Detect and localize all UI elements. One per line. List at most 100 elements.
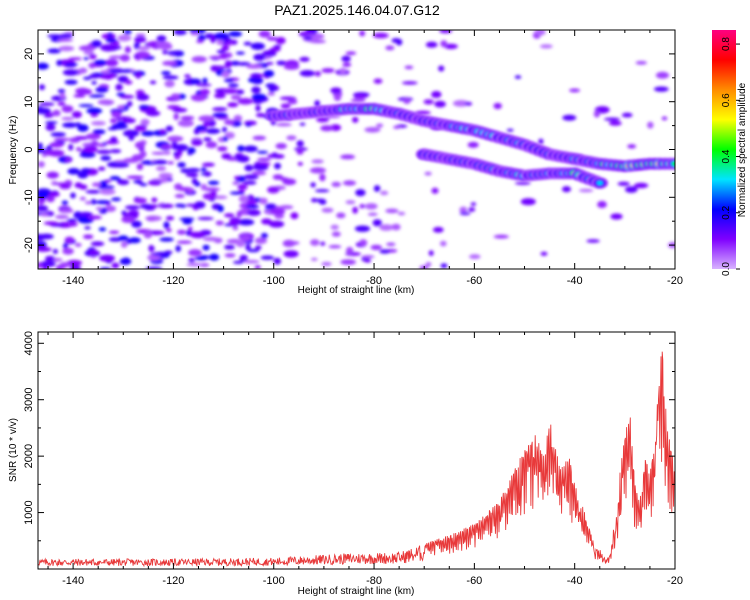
y-tick-label: -10	[23, 189, 35, 205]
spectrogram-cell	[126, 175, 144, 179]
spectrogram-cell	[372, 32, 389, 39]
spectrogram-cell	[314, 100, 321, 107]
colorbar-tick-label: 0.6	[721, 93, 732, 107]
spectrogram-cell	[267, 92, 276, 96]
spectrogram-cell	[202, 236, 220, 242]
spectrogram-cell	[604, 117, 620, 121]
spectrogram-cell	[294, 147, 308, 151]
spectrogram-cell	[330, 224, 339, 230]
spectrogram-cell	[185, 203, 197, 207]
spectrogram-cell	[254, 265, 261, 269]
spectrogram-cell	[145, 110, 161, 117]
spectrogram-cell	[320, 241, 326, 246]
spectrogram-cell	[255, 113, 266, 118]
spectrogram-cell	[68, 57, 82, 61]
y-tick-label: 0	[23, 146, 35, 152]
spectrogram-cell	[233, 114, 243, 122]
spectrogram-cell	[134, 125, 147, 132]
spectrogram-cell	[428, 250, 434, 256]
spectrogram-cell	[78, 211, 93, 217]
spectrogram-cell	[593, 110, 601, 118]
spectrogram-cell	[67, 168, 80, 175]
spectrogram-cell	[263, 70, 275, 78]
spectrogram-cell	[328, 245, 342, 249]
spectrogram-cell	[470, 202, 477, 206]
spectrogram-cell	[540, 251, 548, 256]
spectrogram-cell	[230, 94, 242, 101]
spectrogram-cell	[259, 197, 268, 205]
spectrogram-cell	[117, 179, 130, 186]
spectrogram-cell	[91, 182, 102, 187]
spectrogram-cell	[174, 194, 185, 198]
spectrogram-cell	[167, 161, 174, 165]
spectrogram-cell	[243, 180, 257, 185]
spectrogram-cell	[245, 123, 252, 127]
spectrogram-cell	[467, 141, 479, 148]
spectrogram-cell	[260, 232, 268, 239]
spectrogram-cell	[118, 235, 129, 241]
spectrogram-cell	[539, 44, 553, 49]
spectrogram-cell	[75, 122, 81, 127]
spectrogram-cell	[119, 54, 130, 62]
spectrogram-cell	[73, 94, 86, 98]
spectrogram-cell	[56, 266, 66, 269]
spectrogram-cell	[156, 41, 172, 49]
spectrogram-cell	[299, 70, 315, 77]
x-tick-label: -60	[466, 275, 482, 287]
spectrogram-cell	[404, 65, 414, 70]
spectrogram-cell	[227, 102, 239, 108]
spectrogram-cell	[237, 98, 254, 105]
spectrogram-cell	[61, 200, 69, 205]
spectrogram-cell	[283, 64, 300, 70]
spectrogram-cell	[97, 99, 115, 105]
spectrogram-cell	[243, 41, 252, 46]
spectrogram-cell	[633, 182, 649, 189]
spectrogram-cell	[246, 194, 255, 201]
spectrogram-cell	[155, 166, 167, 171]
spectrogram-cell	[276, 60, 287, 66]
spectrogram-cell	[247, 248, 260, 253]
spectrogram-cell	[562, 114, 577, 121]
spectrogram-cell	[140, 118, 150, 126]
spectrogram-cell	[38, 62, 49, 70]
spectrogram-cell	[233, 120, 241, 125]
spectrogram-cell	[385, 208, 399, 214]
spectrogram-cell	[228, 83, 239, 88]
spectrogram-cell	[296, 140, 304, 147]
spectrogram-cell	[83, 56, 89, 61]
spectrogram-cell	[59, 92, 66, 99]
spectrogram-cell	[45, 121, 58, 125]
spectrogram-cell	[280, 103, 291, 109]
spectrogram-cell	[403, 98, 411, 104]
spectrogram-cell	[438, 65, 445, 72]
snr-frame	[37, 331, 676, 570]
spectrogram-cell	[216, 49, 226, 54]
spectrogram-cell	[98, 166, 106, 171]
spectrogram-cell	[78, 45, 96, 51]
lower-ridge-segment	[596, 180, 603, 186]
spectrogram-cell	[191, 94, 207, 102]
spectrogram-cell	[64, 157, 73, 162]
spectrogram-cell	[440, 40, 448, 48]
spectrogram-cell	[223, 213, 235, 218]
spectrogram-cell	[625, 186, 638, 193]
spectrogram-cell	[104, 205, 117, 212]
spectrogram-cell	[314, 71, 321, 77]
spectrogram-cell	[189, 78, 202, 85]
spectrogram-cell	[217, 146, 228, 152]
spectrogram-cell	[115, 83, 123, 91]
spectrogram-cell	[341, 55, 351, 62]
spectrogram-cell	[194, 181, 201, 187]
spectrogram-cell	[134, 141, 145, 149]
spectrogram-cell	[520, 198, 536, 206]
spectrogram-cell	[38, 161, 45, 168]
spectrogram-cell	[431, 91, 442, 98]
x-tick-label: -20	[667, 275, 683, 287]
spectrogram-cell	[279, 96, 296, 101]
snr-y-ticks: 1000 2000 3000 4000	[23, 331, 675, 542]
spectrogram-cell	[339, 67, 346, 75]
spectrogram-cell	[78, 104, 94, 108]
spectrogram-cell	[148, 244, 154, 252]
spectrogram-cell	[187, 188, 193, 194]
spectrogram-cell	[251, 79, 263, 85]
